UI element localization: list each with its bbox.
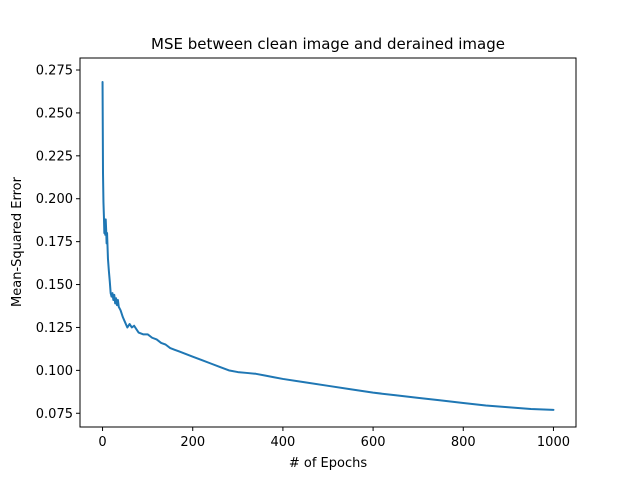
series-line	[101, 81, 555, 411]
chart-title: MSE between clean image and derained ima…	[151, 35, 505, 53]
x-tick-label: 400	[270, 435, 295, 450]
y-tick-label: 0.075	[36, 407, 73, 422]
x-axis-title: # of Epochs	[289, 456, 367, 471]
x-axis: 0 200 400 600 800 1000	[98, 427, 570, 450]
plot-area	[101, 81, 555, 411]
y-tick-label: 0.100	[36, 364, 73, 379]
y-tick-label: 0.225	[36, 149, 73, 164]
y-tick-label: 0.150	[36, 278, 73, 293]
x-tick-label: 800	[451, 435, 476, 450]
y-tick-label: 0.250	[36, 106, 73, 121]
x-tick-label: 200	[180, 435, 205, 450]
y-tick-label: 0.125	[36, 321, 73, 336]
y-tick-label: 0.200	[36, 192, 73, 207]
x-tick-label: 600	[361, 435, 386, 450]
x-tick-label: 1000	[537, 435, 570, 450]
axes-frame	[79, 57, 577, 428]
x-tick-label: 0	[98, 435, 106, 450]
y-axis: 0.075 0.100 0.125 0.150 0.175 0.200 0.225 0.250…	[36, 64, 80, 422]
y-axis-title: Mean-Squared Error	[10, 176, 25, 307]
y-tick-label: 0.275	[36, 64, 73, 79]
y-tick-label: 0.175	[36, 235, 73, 250]
